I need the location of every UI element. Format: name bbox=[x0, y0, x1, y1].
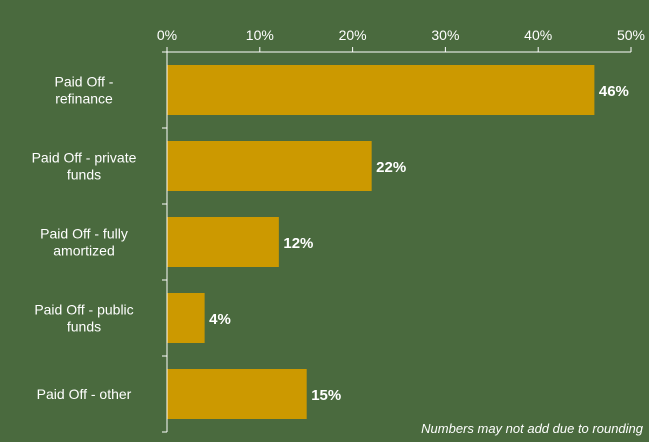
rounding-note: Numbers may not add due to rounding bbox=[421, 421, 644, 436]
category-label: Paid Off - fully amortized bbox=[40, 226, 128, 259]
bars bbox=[167, 65, 595, 419]
category-label: Paid Off -refinance bbox=[55, 74, 114, 107]
data-label: 46% bbox=[599, 83, 629, 100]
data-labels: 46% 22% 12% 4% 15% bbox=[209, 83, 629, 404]
x-tick-label: 10% bbox=[246, 27, 274, 43]
x-tick-label: 20% bbox=[339, 27, 367, 43]
category-label: Paid Off - public funds bbox=[34, 302, 133, 335]
category-label: Paid Off - private funds bbox=[32, 150, 137, 183]
bar bbox=[167, 369, 307, 419]
data-label: 4% bbox=[209, 311, 231, 328]
bar bbox=[167, 141, 372, 191]
bar bbox=[167, 217, 279, 267]
x-tick-label: 40% bbox=[524, 27, 552, 43]
bar bbox=[167, 65, 595, 115]
x-tick-label: 0% bbox=[157, 27, 177, 43]
x-tick-label: 30% bbox=[431, 27, 459, 43]
data-label: 12% bbox=[283, 235, 313, 252]
bar bbox=[167, 293, 205, 343]
category-label: Paid Off - other bbox=[37, 386, 132, 402]
data-label: 22% bbox=[376, 159, 406, 176]
data-label: 15% bbox=[311, 387, 341, 404]
category-axis: Paid Off -refinance Paid Off - private fun… bbox=[32, 51, 168, 433]
x-tick-label: 50% bbox=[617, 27, 645, 43]
x-axis: 0% 10% 20% 30% 40% 50% bbox=[157, 27, 645, 53]
